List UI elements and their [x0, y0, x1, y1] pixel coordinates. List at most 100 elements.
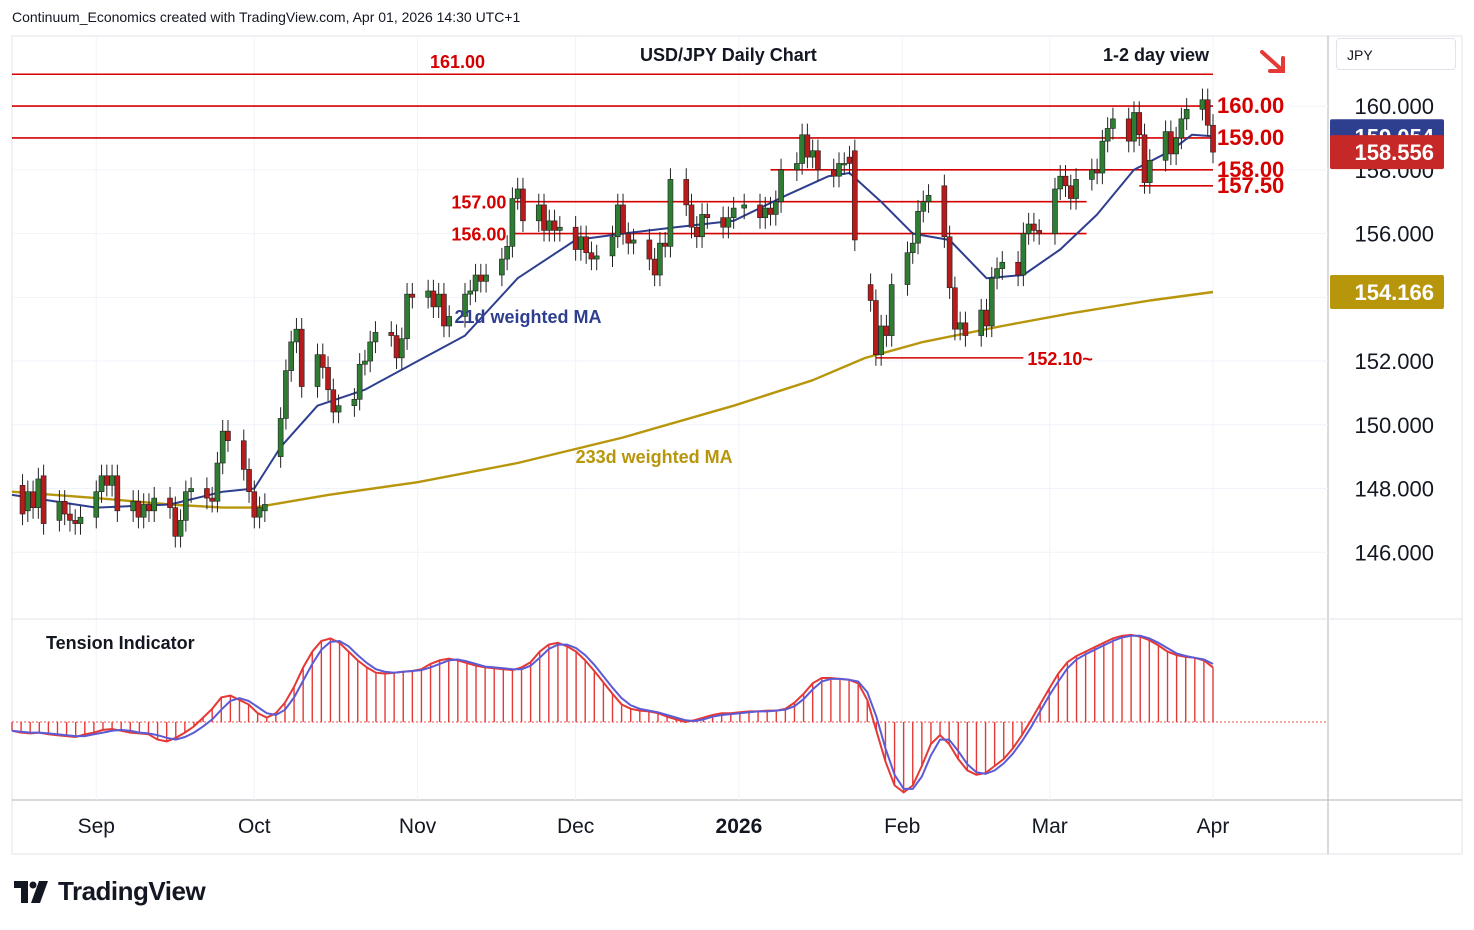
candle-body: [151, 497, 158, 512]
candle-body: [1204, 99, 1211, 126]
candle-body: [509, 198, 516, 247]
candle-body: [667, 179, 674, 247]
candle-body: [572, 226, 579, 250]
candle-body: [225, 430, 231, 442]
candle-body: [772, 201, 779, 215]
candle-body: [77, 516, 84, 524]
candle-body: [262, 504, 268, 512]
candle-body: [251, 491, 258, 518]
candle-body: [472, 274, 479, 292]
candle-body: [557, 226, 563, 231]
tradingview-logo: TradingView: [14, 876, 206, 907]
candle-body: [551, 220, 558, 231]
candle-body: [662, 242, 668, 247]
candle-body: [446, 316, 453, 327]
candle-body: [999, 261, 1006, 269]
view-label: 1-2 day view: [1103, 45, 1210, 65]
candle-body: [393, 335, 400, 359]
x-tick-label: Mar: [1032, 815, 1068, 838]
candle-body: [725, 217, 732, 228]
candle-body: [583, 236, 589, 254]
candle-body: [246, 469, 252, 493]
level-label: 157.50: [1217, 173, 1284, 198]
candle-body: [873, 300, 879, 355]
candle-body: [441, 293, 447, 327]
down-right-arrow-icon: [1260, 50, 1285, 73]
candle-body: [646, 239, 653, 260]
candle-body: [809, 150, 816, 158]
candle-body: [878, 325, 884, 355]
candle-body: [335, 405, 342, 413]
candle-body: [1073, 179, 1079, 199]
candle-body: [435, 293, 442, 308]
x-tick-label: Nov: [399, 815, 437, 838]
candle-body: [688, 204, 695, 228]
candle-body: [888, 284, 895, 336]
candle-body: [867, 284, 874, 301]
candle-body: [140, 504, 147, 518]
tension-title: Tension Indicator: [46, 633, 195, 653]
candle-body: [314, 354, 321, 387]
candle-body: [1162, 131, 1169, 161]
candle-body: [499, 258, 505, 276]
candle-body: [909, 242, 916, 254]
candle-body: [904, 252, 911, 285]
candle-body: [994, 268, 1000, 279]
level-label: 161.00: [430, 52, 485, 72]
candle-body: [651, 258, 658, 276]
y-tick-label: 156.000: [1354, 222, 1434, 247]
candle-body: [483, 274, 489, 282]
candle-body: [146, 504, 152, 512]
candle-body: [609, 236, 616, 257]
candle-body: [588, 252, 595, 260]
candle-body: [504, 246, 510, 260]
x-tick-label: Apr: [1197, 815, 1230, 838]
candle-body: [425, 290, 431, 298]
candle-body: [98, 475, 105, 493]
candle-body: [962, 322, 969, 336]
candle-body: [1199, 99, 1206, 110]
level-label: 157.00: [451, 193, 506, 213]
tradingview-logo-icon: [14, 880, 48, 903]
candle-body: [520, 188, 526, 222]
candle-body: [952, 287, 958, 330]
candle-body: [19, 485, 26, 515]
y-tick-label: 152.000: [1354, 349, 1434, 374]
candle-body: [693, 226, 700, 238]
candle-body: [1210, 124, 1216, 153]
candle-body: [388, 332, 395, 336]
y-tick-label: 150.000: [1354, 413, 1434, 438]
candle-body: [478, 274, 484, 282]
candle-body: [330, 389, 337, 413]
candle-body: [957, 322, 963, 330]
candle-body: [409, 293, 416, 298]
candle-body: [699, 214, 705, 238]
price-tag-label: 154.166: [1354, 280, 1434, 305]
candle-body: [398, 338, 405, 359]
candle-body: [593, 255, 600, 260]
candle-body: [625, 233, 632, 244]
candle-body: [130, 500, 136, 512]
candle-body: [204, 488, 210, 499]
level-label: 159.00: [1217, 125, 1284, 150]
candle-body: [298, 328, 305, 387]
candle-body: [741, 204, 747, 209]
candle-body: [404, 293, 410, 340]
candle-body: [1110, 118, 1116, 129]
candle-body: [1015, 261, 1021, 276]
candle-body: [1168, 131, 1174, 155]
candle-body: [704, 214, 711, 218]
candle-body: [104, 475, 110, 486]
candle-body: [514, 188, 521, 199]
candle-body: [209, 497, 215, 502]
candle-body: [730, 207, 737, 218]
candle-body: [214, 462, 221, 502]
candle-body: [188, 488, 194, 493]
ma-label: 233d weighted MA: [576, 447, 733, 467]
candle-body: [941, 185, 948, 238]
symbol-box[interactable]: JPY: [1336, 38, 1456, 70]
level-label: 156.00: [451, 225, 506, 245]
candle-body: [620, 204, 626, 234]
y-tick-label: 160.000: [1354, 94, 1434, 119]
